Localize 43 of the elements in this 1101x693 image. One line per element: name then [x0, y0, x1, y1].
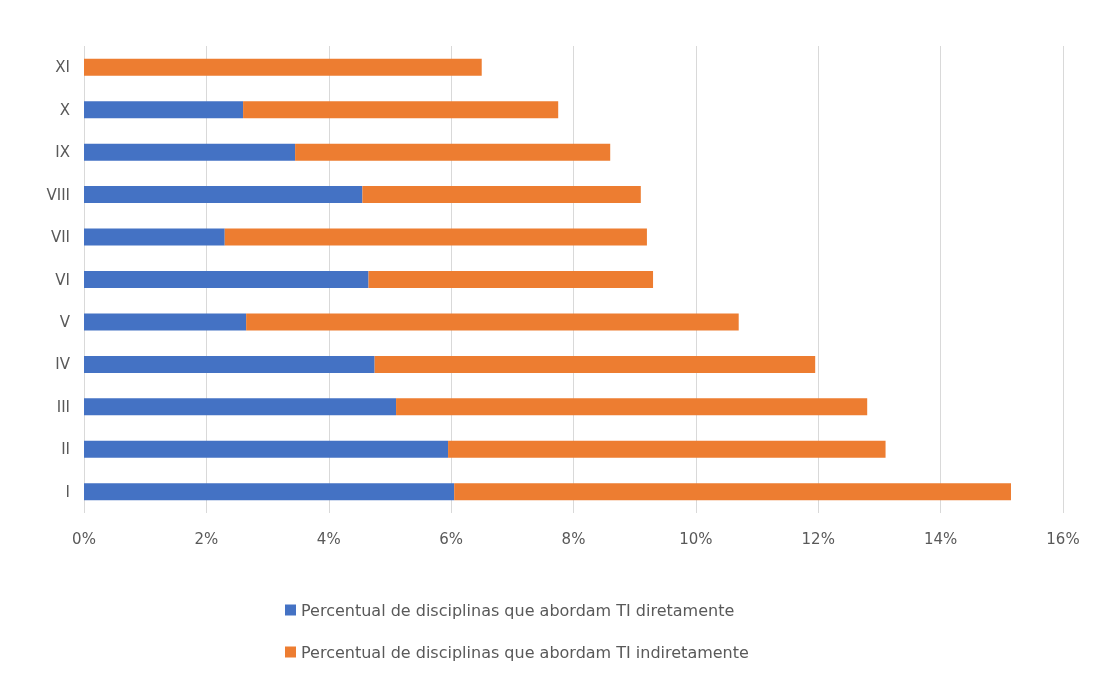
bar [295, 143, 611, 161]
bar [246, 313, 739, 331]
y-tick-label: X [59, 100, 70, 119]
bar [374, 355, 816, 373]
bar [396, 398, 868, 416]
x-tick-label: 14% [923, 529, 958, 548]
bar [454, 483, 1011, 501]
bar [224, 228, 647, 246]
y-tick-label: XI [55, 58, 70, 77]
x-tick-label: 16% [1046, 529, 1080, 548]
y-tick-label: II [61, 440, 70, 459]
y-tick-label: VI [55, 270, 70, 289]
bar [84, 101, 244, 119]
y-tick-label: IX [55, 143, 70, 162]
bar [84, 58, 482, 76]
bar [84, 143, 296, 161]
bar [243, 101, 559, 119]
y-tick-label: VII [50, 228, 70, 247]
y-tick-label: III [56, 397, 70, 416]
x-tick-label: 0% [72, 529, 96, 548]
bar [368, 271, 654, 288]
bar [84, 355, 375, 373]
bar [84, 483, 455, 501]
bar [84, 440, 449, 458]
y-tick-label: VIII [46, 185, 70, 204]
y-tick-label: IV [55, 355, 71, 374]
bar [84, 271, 369, 288]
bar [362, 186, 641, 204]
x-tick-label: 4% [316, 529, 341, 548]
y-tick-label: I [65, 482, 70, 501]
x-tick-label: 12% [801, 529, 835, 548]
legend-label: Percentual de disciplinas que abordam TI diretamente [301, 600, 735, 620]
x-tick-label: 8% [561, 529, 586, 548]
bar [448, 440, 886, 458]
x-tick-label: 2% [194, 529, 219, 548]
bar [84, 313, 247, 331]
x-tick-label: 10% [679, 529, 713, 548]
y-tick-label: V [59, 312, 71, 331]
x-tick-label: 6% [439, 529, 464, 548]
legend-label: Percentual de disciplinas que abordam TI indiretamente [301, 642, 749, 662]
bar [84, 228, 225, 246]
bar [84, 398, 397, 416]
bar [84, 186, 363, 204]
